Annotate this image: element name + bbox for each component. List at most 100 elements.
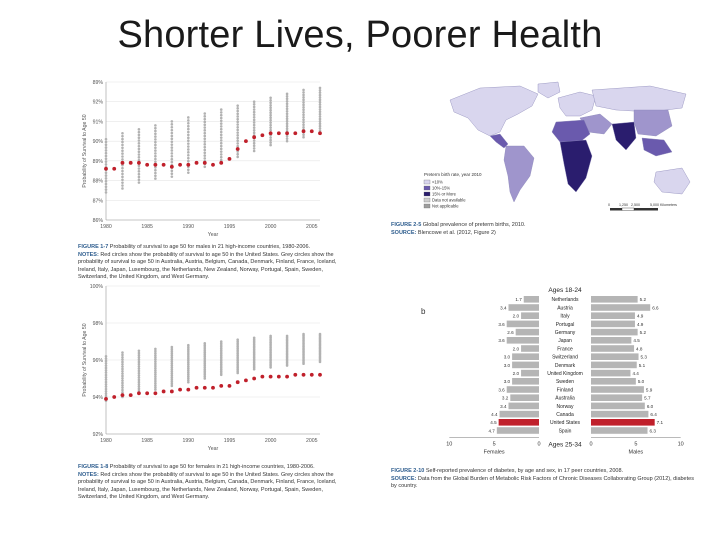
comparison-country-point <box>170 345 174 349</box>
us-point <box>128 393 133 398</box>
x-tick-label: 2005 <box>306 438 318 444</box>
comparison-country-point <box>203 145 207 149</box>
comparison-country-point <box>170 120 174 123</box>
comparison-country-point <box>154 349 157 353</box>
comparison-country-point <box>170 140 174 144</box>
comparison-country-point <box>203 140 207 143</box>
comparison-country-point <box>121 353 124 357</box>
comparison-country-point <box>236 142 239 145</box>
comparison-country-point <box>121 146 124 150</box>
country-label: Sweden <box>556 379 574 385</box>
comparison-country-point <box>252 147 256 150</box>
diabetes-source-label: SOURCE: <box>391 475 417 482</box>
comparison-country-point <box>170 146 174 149</box>
y-tick-label: 92% <box>93 432 104 438</box>
comparison-country-point <box>203 369 207 373</box>
comparison-country-point <box>104 140 108 144</box>
comparison-country-point <box>121 351 124 354</box>
female-bar <box>508 304 539 311</box>
comparison-country-point <box>219 139 223 142</box>
comparison-country-point <box>187 349 190 353</box>
comparison-country-point <box>252 121 256 124</box>
comparison-country-point <box>252 144 256 148</box>
map-north-america <box>449 85 539 137</box>
comparison-country-point <box>203 373 207 377</box>
legend-swatch <box>423 191 431 197</box>
comparison-country-point <box>170 131 174 135</box>
country-label: Japan <box>558 338 572 344</box>
comparison-country-point <box>187 153 190 157</box>
us-point <box>137 160 141 165</box>
comparison-country-point <box>252 128 256 132</box>
comparison-country-point <box>236 338 239 341</box>
comparison-country-point <box>187 371 190 374</box>
comparison-country-point <box>170 368 174 371</box>
female-bar <box>521 369 539 377</box>
comparison-country-point <box>187 367 190 370</box>
comparison-country-point <box>137 378 141 382</box>
comparison-country-point <box>170 360 174 363</box>
comparison-country-point <box>170 364 174 367</box>
comparison-country-point <box>154 362 157 366</box>
comparison-country-point <box>285 119 289 123</box>
comparison-country-point <box>170 374 174 377</box>
females-caption-text: Probability of survival to age 50 for fe… <box>109 464 315 470</box>
map-caption: FIGURE 2-5 Global prevalence of preterm … <box>391 222 691 237</box>
map-legend-title: Preterm birth rate, year 2010 <box>424 172 482 177</box>
x-tick-label: 1995 <box>224 438 236 444</box>
comparison-country-point <box>137 172 141 176</box>
us-point <box>120 160 125 165</box>
comparison-country-point <box>302 93 305 97</box>
comparison-country-point <box>219 147 223 151</box>
diabetes-caption-label: FIGURE 2-10 <box>391 468 425 474</box>
comparison-country-point <box>137 351 141 355</box>
comparison-country-point <box>187 168 190 172</box>
comparison-country-point <box>187 159 190 163</box>
comparison-country-point <box>269 111 272 115</box>
male-bar <box>591 312 635 319</box>
map-scale-3: 5,000 Kilometers <box>650 203 677 207</box>
female-bar <box>521 312 539 319</box>
comparison-country-point <box>170 157 174 161</box>
female-value-label: 3.6 <box>498 387 505 392</box>
comparison-country-point <box>137 181 141 184</box>
country-label: Denmark <box>555 363 576 369</box>
comparison-country-point <box>269 123 272 127</box>
comparison-country-point <box>302 103 305 107</box>
comparison-country-point <box>137 136 141 140</box>
comparison-country-point <box>203 371 207 375</box>
female-axis-tick: 5 <box>493 441 496 447</box>
country-label: Canada <box>556 412 574 418</box>
comparison-country-point <box>121 169 124 173</box>
comparison-country-point <box>252 141 256 145</box>
female-value-label: 2.0 <box>513 346 520 351</box>
comparison-country-point <box>104 376 108 379</box>
comparison-country-point <box>302 115 305 119</box>
comparison-country-point <box>187 355 190 359</box>
x-tick-label: 1980 <box>100 224 112 230</box>
comparison-country-point <box>187 121 190 125</box>
us-point <box>112 166 117 171</box>
comparison-country-point <box>104 174 108 177</box>
comparison-country-point <box>104 373 108 377</box>
comparison-country-point <box>203 343 207 347</box>
comparison-country-point <box>187 353 190 357</box>
comparison-country-point <box>137 387 141 391</box>
comparison-country-point <box>236 109 239 113</box>
comparison-country-point <box>219 141 223 145</box>
comparison-country-point <box>104 177 108 180</box>
comparison-country-point <box>104 188 108 191</box>
comparison-country-point <box>137 374 141 377</box>
comparison-country-point <box>236 131 239 134</box>
males-caption-text: Probability of survival to age 50 for ma… <box>109 244 311 250</box>
us-point <box>178 387 182 392</box>
comparison-country-point <box>121 374 124 378</box>
us-point <box>219 160 224 165</box>
comparison-country-point <box>170 384 174 388</box>
comparison-country-point <box>252 139 256 142</box>
diabetes-source-text: Data from the Global Burden of Metabolic… <box>391 475 694 490</box>
us-point <box>301 129 306 134</box>
male-bar <box>591 410 649 418</box>
comparison-country-point <box>154 157 157 161</box>
x-tick-label: 2000 <box>265 224 277 230</box>
